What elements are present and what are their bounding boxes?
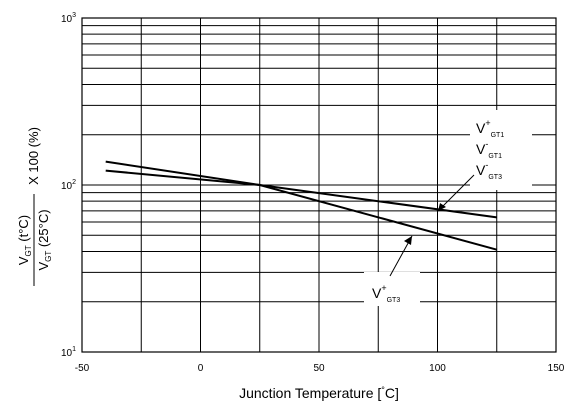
annotation-vgt3-plus: V+GT3 (372, 283, 400, 304)
series-lines (105, 160, 498, 251)
x-axis-title-post: C] (385, 385, 399, 401)
ann1-sub: GT1 (491, 132, 505, 139)
x-tick-label: 0 (198, 363, 204, 374)
ann2-v: V (476, 141, 486, 157)
x-tick-label: -50 (75, 363, 90, 374)
ann3-sub: GT3 (488, 174, 502, 181)
series-line (105, 160, 498, 251)
y-tick-exponent: 3 (72, 12, 76, 19)
y-label-numerator: VGT (t°C) (16, 215, 33, 265)
x-tick-label: 50 (313, 363, 325, 374)
y-label-den-rest: (25°C) (36, 209, 51, 250)
ann1-sup: + (485, 118, 490, 128)
y-tick-base: 10 (61, 348, 73, 359)
y-label-num-v: V (16, 256, 31, 265)
y-tick-exponent: 2 (72, 179, 76, 186)
x-axis-title-pre: Junction Temperature [ (239, 385, 381, 401)
y-label-den-v: V (36, 262, 51, 271)
annotation-lower-arrowhead (404, 236, 412, 245)
y-label-num-sub: GT (24, 245, 33, 256)
annotation-upper-arrowhead (438, 203, 446, 211)
ann1-v: V (476, 120, 486, 136)
ann2-sup: - (485, 139, 488, 149)
ann4-sup: + (381, 283, 386, 293)
x-tick-labels: -50 0 50 100 150 (75, 363, 565, 374)
x-axis-title: Junction Temperature [°C] (239, 385, 399, 401)
y-tick-label: 101 (61, 346, 76, 359)
annotation-vgt1-minus: V-GT1 (476, 139, 502, 160)
plot-frame (81, 17, 557, 353)
annotation-upper-group: V+GT1 V-GT1 V-GT3 (437, 110, 532, 212)
x-tick-label: 100 (429, 363, 446, 374)
annotation-lower-bg (364, 272, 420, 306)
y-tick-base: 10 (61, 14, 73, 25)
annotation-lower: V+GT3 (364, 235, 420, 306)
y-label-den-sub: GT (44, 251, 53, 262)
y-label-suffix: X 100 (%) (26, 127, 41, 185)
ann4-sub: GT3 (387, 297, 401, 304)
y-axis-label: VGT (t°C) VGT (25°C) X 100 (%) (16, 127, 53, 286)
annotation-upper-pointer (437, 174, 475, 212)
ann4-v: V (372, 285, 382, 301)
ann2-sub: GT1 (488, 153, 502, 160)
annotation-vgt3-minus: V-GT3 (476, 160, 502, 181)
y-tick-base: 10 (61, 181, 73, 192)
x-tick-label: 150 (548, 363, 565, 374)
y-tick-exponent: 1 (72, 346, 76, 353)
ann3-v: V (476, 162, 486, 178)
y-tick-label: 103 (61, 12, 76, 25)
x-axis-title-deg: ° (381, 385, 385, 395)
y-label-denominator: VGT (25°C) (36, 209, 53, 270)
y-label-num-rest: (t°C) (16, 215, 31, 245)
y-tick-label: 102 (61, 179, 76, 192)
ann3-sup: - (485, 160, 488, 170)
annotation-upper-bg (470, 110, 532, 190)
annotation-vgt1-plus: V+GT1 (476, 118, 504, 139)
